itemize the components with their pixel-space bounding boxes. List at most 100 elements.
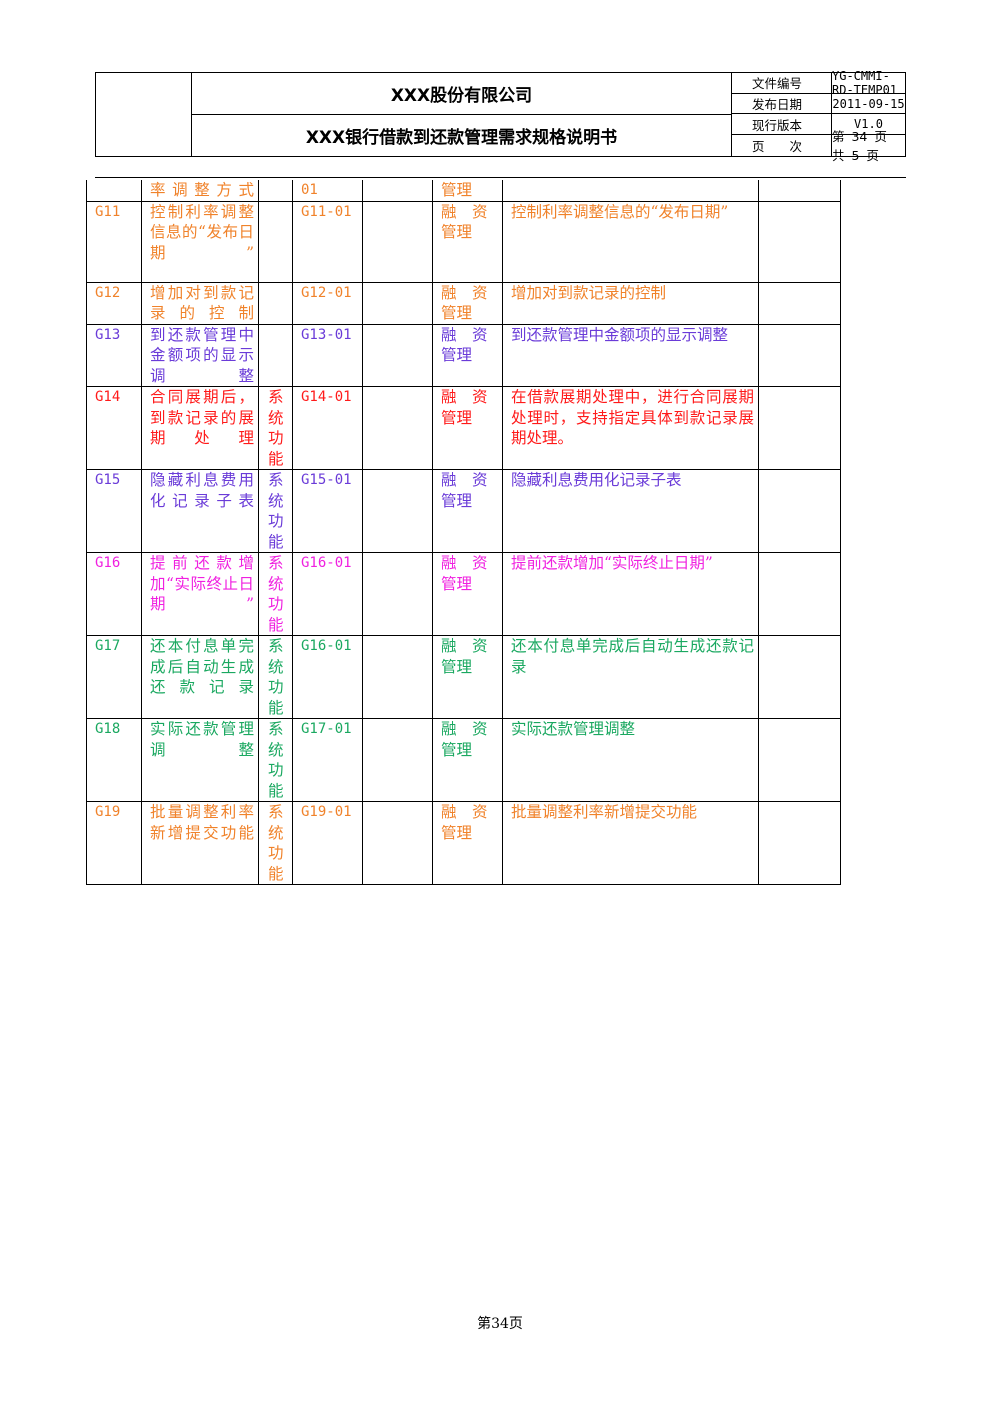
module-name: 融 资管理 — [432, 469, 503, 553]
company-name: XXX股份有限公司 — [192, 73, 731, 115]
requirement-name: 批量调整利率新增提交功能 — [141, 801, 259, 885]
remark-cell — [758, 200, 841, 283]
requirement-code: G11-01 — [292, 200, 363, 283]
module-name: 融 资管理 — [432, 552, 503, 636]
table-row: G16 提前还款增加“实际终止日期” 系统功能 G16-01 融 资管理 提前还款增加“实… — [86, 552, 841, 636]
logo-cell — [96, 73, 192, 156]
requirement-type: 系统功能 — [258, 386, 293, 470]
requirement-id: G15 — [86, 469, 142, 553]
requirements-table: 率调整方式 01 管理 G11 控制利率调整信息的“发布日期” G11-01 融 资管理 控制… — [86, 180, 841, 885]
requirement-code: G15-01 — [292, 469, 363, 553]
meta-label: 文件编号 — [732, 73, 832, 93]
blank-cell — [362, 552, 433, 636]
remark-cell — [758, 281, 841, 325]
table-row: G17 还本付息单完成后自动生成还款记录系统功能 G16-01 融 资管理 还本付息单完… — [86, 635, 841, 719]
requirement-type — [258, 281, 293, 325]
requirement-id: G14 — [86, 386, 142, 470]
requirement-description: 实际还款管理调整 — [502, 718, 759, 802]
requirement-description: 在借款展期处理中，进行合同展期处理时，支持指定具体到款记录展期处理。 — [502, 386, 759, 470]
blank-cell — [362, 323, 433, 387]
requirement-name: 控制利率调整信息的“发布日期” — [141, 200, 259, 283]
meta-label: 现行版本 — [732, 114, 832, 135]
blank-cell — [362, 635, 433, 719]
blank-cell — [362, 180, 433, 202]
meta-value: 2011-09-15 — [832, 96, 905, 111]
remark-cell — [758, 801, 841, 885]
requirement-id: G13 — [86, 323, 142, 387]
requirement-type: 系统功能 — [258, 718, 293, 802]
blank-cell — [362, 469, 433, 553]
requirement-description: 控制利率调整信息的“发布日期” — [502, 200, 759, 283]
requirement-id: G11 — [86, 200, 142, 283]
requirement-code: G17-01 — [292, 718, 363, 802]
requirement-name: 到还款管理中金额项的显示调整 — [141, 323, 259, 387]
document-title: XXX银行借款到还款管理需求规格说明书 — [305, 128, 618, 148]
blank-cell — [362, 386, 433, 470]
requirement-code: G14-01 — [292, 386, 363, 470]
table-row: 率调整方式 01 管理 — [86, 180, 841, 202]
meta-label: 页 次 — [732, 135, 832, 156]
meta-file-number: 文件编号 YG-CMMI-RD-TEMP01 — [732, 68, 905, 97]
requirement-type: 系统功能 — [258, 801, 293, 885]
blank-cell — [362, 281, 433, 325]
meta-label: 发布日期 — [732, 93, 832, 114]
module-name: 融 资管理 — [432, 386, 503, 470]
requirement-code: G12-01 — [292, 281, 363, 325]
remark-cell — [758, 386, 841, 470]
table-row: G11 控制利率调整信息的“发布日期” G11-01 融 资管理 控制利率调整信息的“发… — [86, 200, 841, 283]
requirement-type: 系统功能 — [258, 552, 293, 636]
table-row: G19 批量调整利率新增提交功能系统功能 G19-01 融 资管理 批量调整利率新增提交… — [86, 801, 841, 885]
meta-value: V1.0 — [854, 117, 883, 132]
remark-cell — [758, 635, 841, 719]
requirement-code: G16-01 — [292, 635, 363, 719]
remark-cell — [758, 469, 841, 553]
module-name: 融 资管理 — [432, 718, 503, 802]
requirement-type — [258, 180, 293, 202]
requirement-id: G17 — [86, 635, 142, 719]
module-name: 融 资管理 — [432, 323, 503, 387]
requirement-code: 01 — [292, 180, 363, 202]
requirement-name: 隐藏利息费用化记录子表 — [141, 469, 259, 553]
requirement-type — [258, 323, 293, 387]
requirement-name: 增加对到款记录的控制 — [141, 281, 259, 325]
module-name: 融 资管理 — [432, 635, 503, 719]
requirement-description: 增加对到款记录的控制 — [502, 281, 759, 325]
header-rule — [95, 177, 906, 178]
meta-publish-date: 发布日期 2011-09-15 — [732, 93, 905, 115]
requirement-description: 还本付息单完成后自动生成还款记录 — [502, 635, 759, 719]
document-meta: 文件编号 YG-CMMI-RD-TEMP01 发布日期 2011-09-15 现… — [731, 68, 905, 163]
requirement-name: 实际还款管理调整 — [141, 718, 259, 802]
requirement-code: G19-01 — [292, 801, 363, 885]
requirement-id: G16 — [86, 552, 142, 636]
blank-cell — [362, 801, 433, 885]
requirement-id: G19 — [86, 801, 142, 885]
requirement-type: 系统功能 — [258, 469, 293, 553]
requirement-description: 提前还款增加“实际终止日期” — [502, 552, 759, 636]
meta-version: 现行版本 V1.0 — [732, 114, 905, 136]
table-row: G14 合同展期后，到款记录的展期处理系统功能 G14-01 融 资管理 在借款展期处理… — [86, 386, 841, 470]
requirement-name: 率调整方式 — [141, 180, 259, 202]
requirement-name: 合同展期后，到款记录的展期处理 — [141, 386, 259, 470]
requirement-type: 系统功能 — [258, 635, 293, 719]
remark-cell — [758, 718, 841, 802]
remark-cell — [758, 180, 841, 202]
requirement-name: 还本付息单完成后自动生成还款记录 — [141, 635, 259, 719]
requirement-id: G18 — [86, 718, 142, 802]
module-name: 融 资管理 — [432, 281, 503, 325]
meta-value: YG-CMMI-RD-TEMP01 — [832, 68, 898, 97]
module-name: 融 资管理 — [432, 200, 503, 283]
remark-cell — [758, 552, 841, 636]
requirement-description: 隐藏利息费用化记录子表 — [502, 469, 759, 553]
page-number: 第34页 — [477, 1316, 523, 1332]
meta-page: 页 次 第 34 页 共 5 页 — [732, 129, 905, 163]
table-row: G13 到还款管理中金额项的显示调整 G13-01 融 资管理 到还款管理中金额项的显示… — [86, 323, 841, 387]
table-row: G18 实际还款管理调整系统功能 G17-01 融 资管理 实际还款管理调整 — [86, 718, 841, 802]
requirement-description: 批量调整利率新增提交功能 — [502, 801, 759, 885]
requirement-code: G13-01 — [292, 323, 363, 387]
requirement-description: 到还款管理中金额项的显示调整 — [502, 323, 759, 387]
module-name: 融 资管理 — [432, 801, 503, 885]
requirement-description — [502, 180, 759, 202]
document-header: XXX股份有限公司 XXX银行借款到还款管理需求规格说明书 文件编号 YG-CM… — [95, 68, 906, 163]
requirement-id: G12 — [86, 281, 142, 325]
blank-cell — [362, 718, 433, 802]
